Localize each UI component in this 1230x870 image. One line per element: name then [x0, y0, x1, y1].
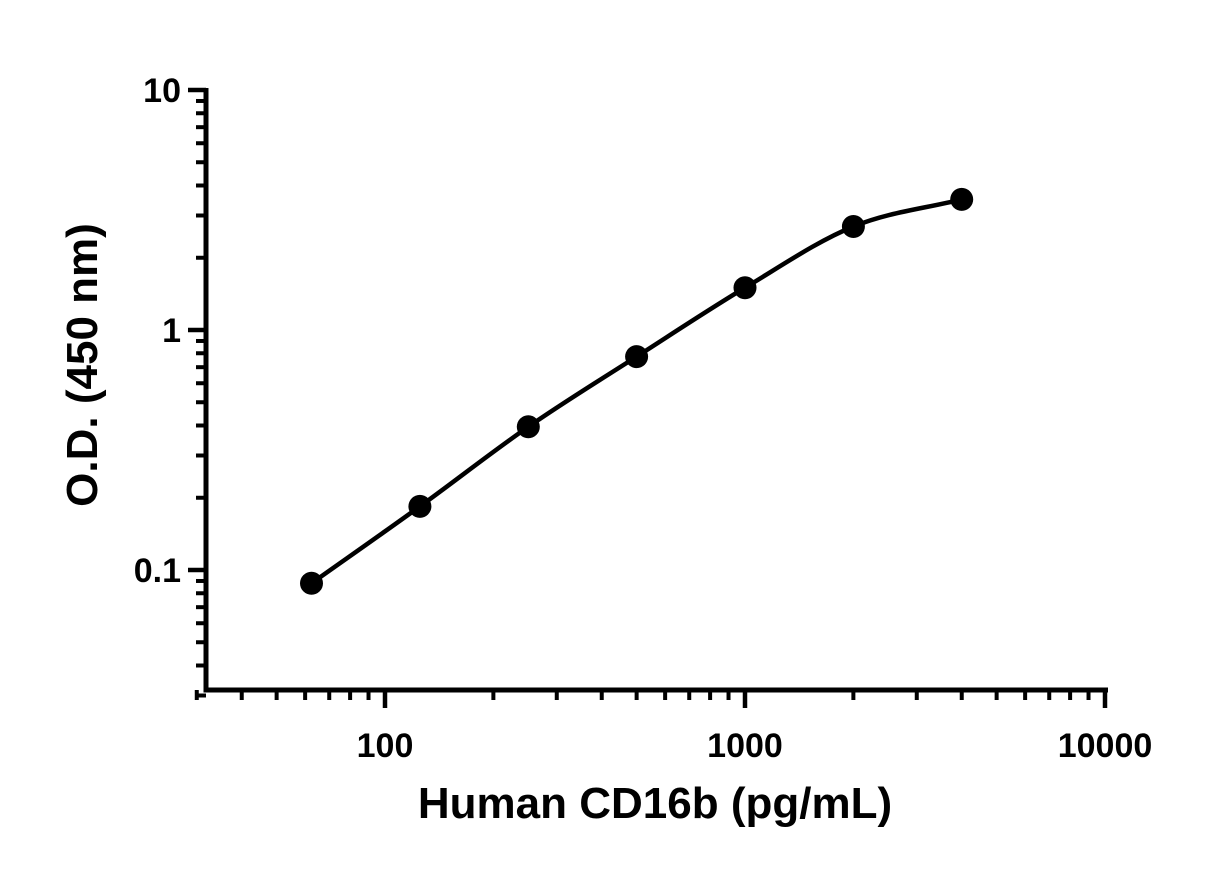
- y-tick-label: 10: [143, 72, 181, 110]
- y-axis-major-ticks: 0.1 1 10: [134, 72, 206, 590]
- data-point: [625, 345, 649, 369]
- x-tick-label: 10000: [1058, 727, 1153, 765]
- data-point: [950, 187, 974, 211]
- x-tick-label: 1000: [707, 727, 783, 765]
- x-axis-title: Human CD16b (pg/mL): [418, 779, 892, 828]
- fit-curve: [310, 197, 963, 586]
- y-tick-label: 0.1: [134, 552, 181, 590]
- data-point: [408, 494, 432, 518]
- data-point: [300, 571, 323, 595]
- data-point: [516, 415, 540, 439]
- data-points: [300, 187, 974, 595]
- x-axis-major-ticks: 100 1000 10000: [357, 690, 1153, 765]
- y-tick-label: 1: [162, 312, 181, 350]
- data-point: [733, 276, 757, 300]
- x-tick-label: 100: [357, 727, 414, 765]
- y-axis-title: O.D. (450 nm): [58, 223, 107, 507]
- data-point: [841, 215, 865, 238]
